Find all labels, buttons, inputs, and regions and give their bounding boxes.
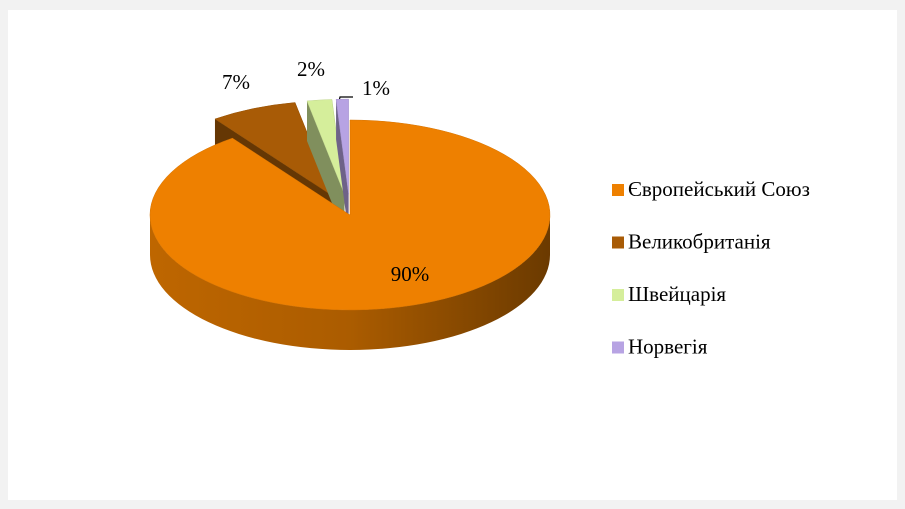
legend-label: Європейський Союз: [628, 177, 810, 201]
legend-swatch: [612, 289, 624, 301]
data-label: 1%: [362, 76, 390, 100]
slice-wall: [150, 215, 550, 350]
legend-swatch: [612, 184, 624, 196]
legend-label: Норвегія: [628, 334, 708, 358]
pie-slice: [214, 102, 334, 197]
slice-side: [307, 100, 345, 235]
pie-slice: [335, 98, 349, 195]
legend-swatch: [612, 341, 624, 354]
data-label: 2%: [297, 57, 325, 81]
pie-slice: [149, 119, 551, 311]
pie-slice: [306, 99, 345, 195]
legend-label: Швейцарія: [628, 282, 726, 306]
legend-swatch: [612, 236, 624, 249]
data-label: 90%: [391, 262, 430, 286]
slice-side: [336, 99, 349, 235]
data-label: 7%: [222, 70, 250, 94]
legend-label: Великобританія: [628, 229, 771, 253]
